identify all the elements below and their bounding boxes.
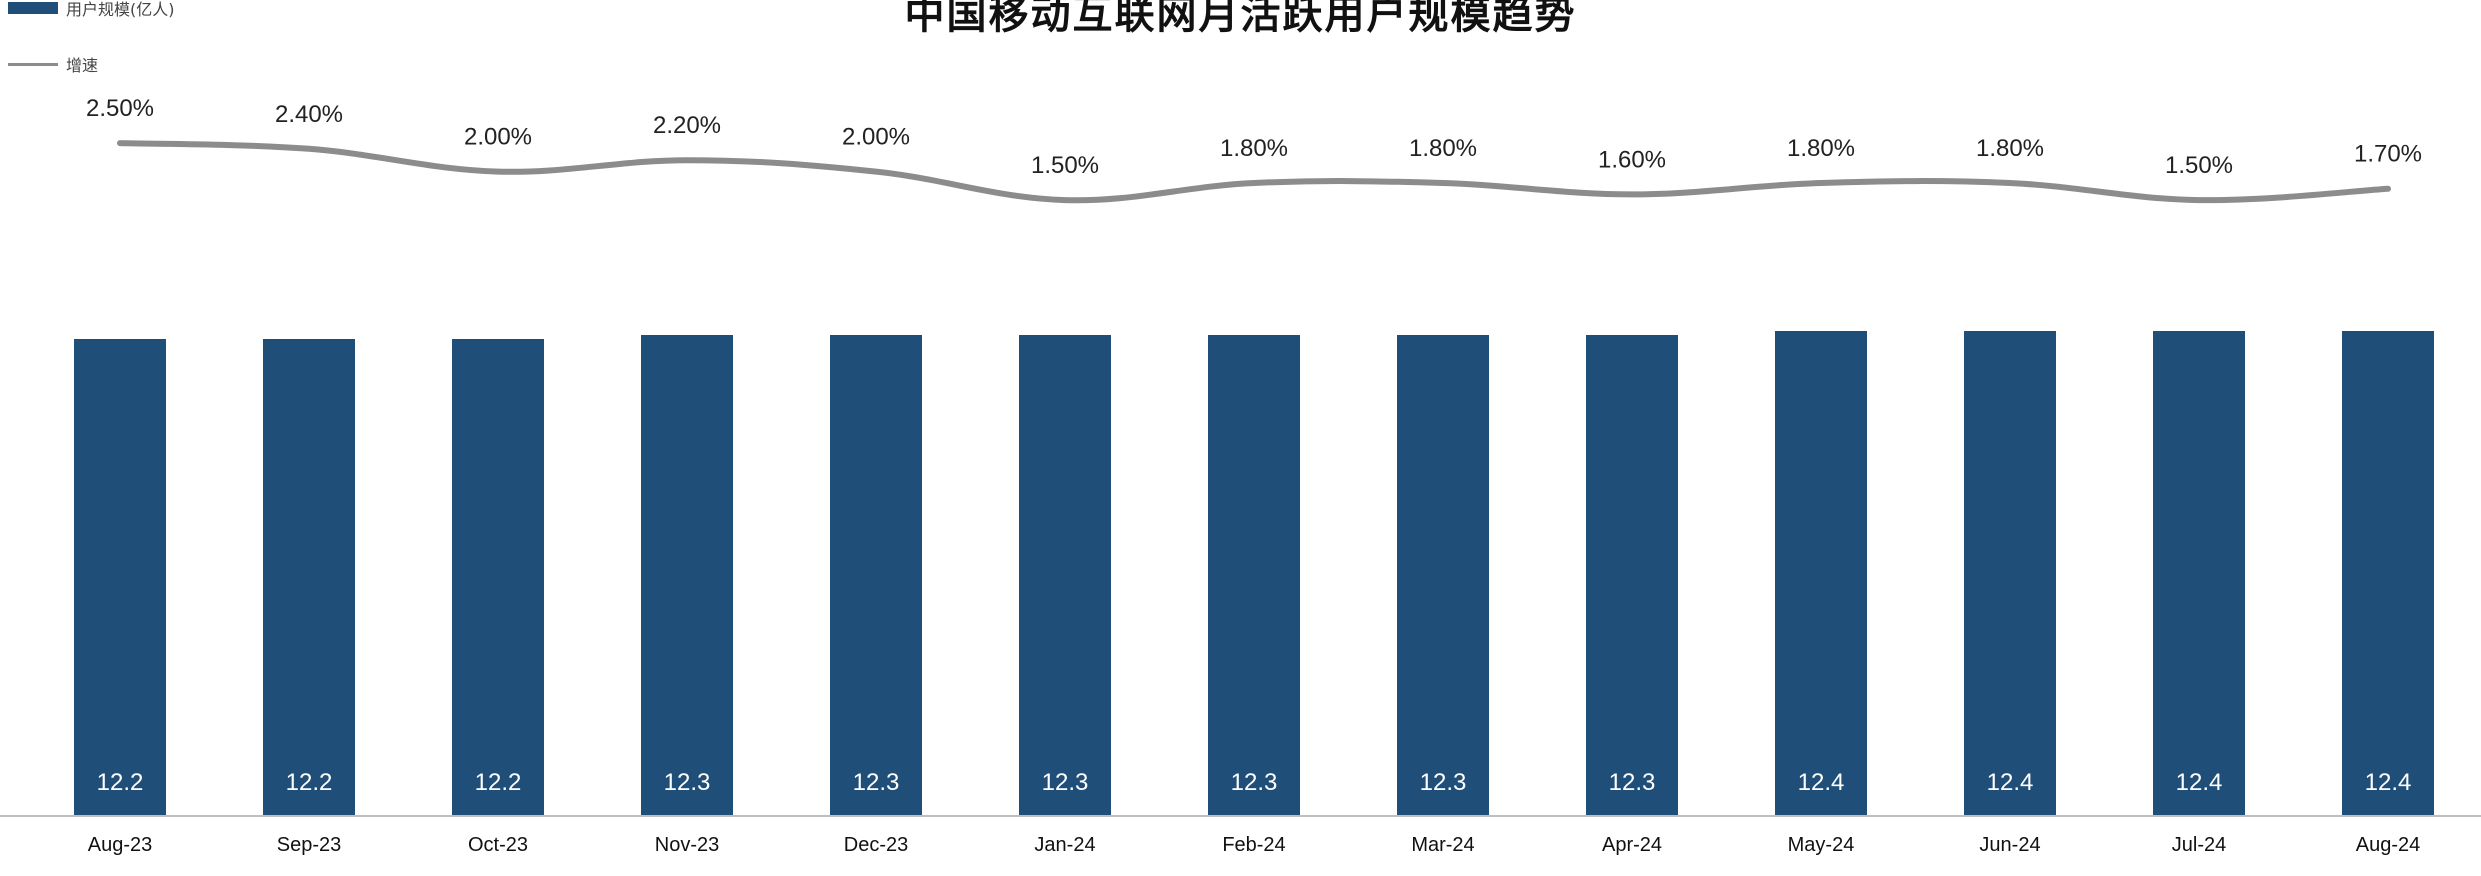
bar-value-label: 12.3 <box>1420 769 1467 796</box>
bar-value-label: 12.4 <box>1987 769 2034 796</box>
x-tick-label: Dec-23 <box>844 834 908 856</box>
x-tick-label: Mar-24 <box>1411 834 1474 856</box>
growth-value-label: 2.50% <box>86 95 154 122</box>
x-tick-label: Jun-24 <box>1979 834 2040 856</box>
legend-item-growth: 增速 <box>8 50 175 78</box>
bar-value-label: 12.2 <box>97 769 144 796</box>
bar-value-label: 12.3 <box>1609 769 1656 796</box>
legend-swatch-bar <box>8 2 58 14</box>
x-tick-label: Aug-23 <box>88 834 153 856</box>
legend-label-users: 用户规模(亿人) <box>66 0 175 19</box>
x-tick-label: Apr-24 <box>1602 834 1662 856</box>
growth-value-label: 2.40% <box>275 101 343 128</box>
bar-Dec-23 <box>830 335 922 815</box>
bar-Jul-24 <box>2153 331 2245 815</box>
growth-value-label: 1.50% <box>2165 152 2233 179</box>
legend-item-users: 用户规模(亿人) <box>8 0 175 22</box>
bar-Aug-24 <box>2342 331 2434 815</box>
bar-Sep-23 <box>263 339 355 815</box>
x-tick-label: Nov-23 <box>655 834 719 856</box>
bar-Apr-24 <box>1586 335 1678 815</box>
x-tick-label: Jul-24 <box>2172 834 2226 856</box>
bar-series: 12.2 12.2 12.2 12.3 12.3 12.3 12.3 12.3 12.3 12.4… <box>74 331 2434 815</box>
growth-value-label: 1.70% <box>2354 141 2422 168</box>
bar-Mar-24 <box>1397 335 1489 815</box>
growth-value-label: 1.60% <box>1598 146 1666 173</box>
bar-Nov-23 <box>641 335 733 815</box>
legend-swatch-line <box>8 62 58 66</box>
x-axis-ticks: Aug-23 Sep-23 Oct-23 Nov-23 Dec-23 Jan-24 Feb-… <box>88 834 2421 856</box>
legend-label-growth: 增速 <box>66 56 99 75</box>
growth-labels: 2.50% 2.40% 2.00% 2.20% 2.00% 1.50% 1.80% 1.80%… <box>86 95 2422 179</box>
bar-value-label: 12.2 <box>475 769 522 796</box>
growth-value-label: 1.80% <box>1409 135 1477 162</box>
x-tick-label: Jan-24 <box>1034 834 1095 856</box>
bar-value-label: 12.4 <box>2365 769 2412 796</box>
bar-Oct-23 <box>452 339 544 815</box>
bar-value-label: 12.3 <box>1231 769 1278 796</box>
bar-May-24 <box>1775 331 1867 815</box>
growth-value-label: 2.00% <box>842 124 910 151</box>
chart-title: 中国移动互联网月活跃用户规模趋势 <box>904 0 1577 38</box>
bar-value-label: 12.3 <box>853 769 900 796</box>
growth-value-label: 1.80% <box>1787 135 1855 162</box>
x-tick-label: Oct-23 <box>468 834 528 856</box>
bar-Jun-24 <box>1964 331 2056 815</box>
x-tick-label: Sep-23 <box>277 834 342 856</box>
growth-value-label: 1.50% <box>1031 152 1099 179</box>
legend: 用户规模(亿人) 增速 <box>8 0 175 104</box>
bar-value-label: 12.3 <box>664 769 711 796</box>
bar-value-label: 12.4 <box>2176 769 2223 796</box>
x-tick-label: Feb-24 <box>1222 834 1285 856</box>
x-tick-label: May-24 <box>1788 834 1855 856</box>
growth-value-label: 2.20% <box>653 112 721 139</box>
growth-value-label: 1.80% <box>1220 135 1288 162</box>
bar-Feb-24 <box>1208 335 1300 815</box>
bar-Aug-23 <box>74 339 166 815</box>
growth-value-label: 1.80% <box>1976 135 2044 162</box>
growth-line <box>117 140 2391 204</box>
growth-value-label: 2.00% <box>464 124 532 151</box>
x-tick-label: Aug-24 <box>2356 834 2421 856</box>
bar-Jan-24 <box>1019 335 1111 815</box>
bar-value-label: 12.3 <box>1042 769 1089 796</box>
bar-value-label: 12.4 <box>1798 769 1845 796</box>
bar-value-label: 12.2 <box>286 769 333 796</box>
